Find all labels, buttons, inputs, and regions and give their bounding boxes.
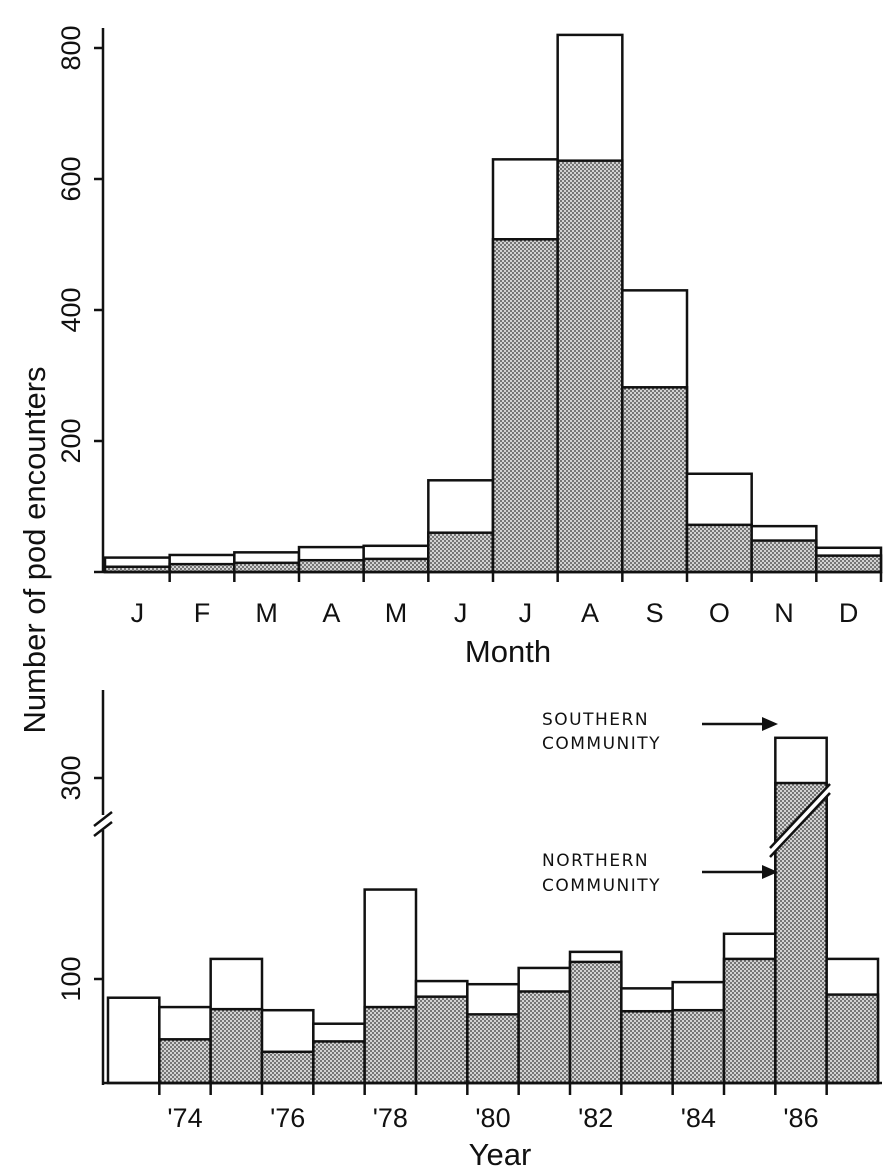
month-label: S bbox=[646, 598, 664, 628]
month-label: J bbox=[519, 598, 533, 628]
month-label: J bbox=[454, 598, 468, 628]
monthly-y-tick-label: 800 bbox=[56, 25, 86, 70]
monthly-y-tick-label: 200 bbox=[56, 418, 86, 463]
yearly-y-tick-label: 300 bbox=[56, 755, 86, 800]
northern-bar bbox=[427, 531, 495, 574]
monthly-chart: 200 400 600 800 J F M A M J J A S O N D Month bbox=[56, 25, 883, 669]
month-label: M bbox=[255, 598, 278, 628]
yearly-x-ticks: '74 '76 '78 '80 '82 '84 '86 bbox=[158, 1083, 828, 1133]
northern-bar bbox=[722, 957, 777, 1085]
southern-annotation-line-1: SOUTHERN bbox=[542, 710, 649, 730]
month-label: J bbox=[131, 598, 145, 628]
northern-bar bbox=[466, 1013, 520, 1085]
northern-bar bbox=[297, 558, 365, 574]
northern-bar bbox=[750, 539, 818, 574]
month-label: F bbox=[194, 598, 211, 628]
northern-bar bbox=[491, 238, 559, 574]
yearly-axis-break bbox=[93, 811, 113, 837]
year-label: '84 bbox=[681, 1103, 716, 1133]
northern-bar bbox=[568, 960, 623, 1085]
northern-bar bbox=[774, 781, 828, 1085]
northern-bar bbox=[825, 993, 880, 1085]
northern-bar bbox=[233, 561, 301, 574]
month-label: O bbox=[709, 598, 730, 628]
northern-bar bbox=[209, 1007, 264, 1085]
yearly-y-ticks: 100 300 bbox=[56, 755, 103, 1002]
monthly-y-tick-label: 400 bbox=[56, 287, 86, 332]
year-label: '86 bbox=[783, 1103, 818, 1133]
yearly-y-tick-label: 100 bbox=[56, 956, 86, 1001]
southern-arrowhead bbox=[762, 717, 778, 731]
northern-bar bbox=[621, 386, 689, 574]
northern-community-annotation: NORTHERN COMMUNITY bbox=[542, 851, 778, 896]
month-label: A bbox=[322, 598, 340, 628]
year-label: '74 bbox=[167, 1103, 202, 1133]
northern-bar bbox=[260, 1050, 315, 1085]
month-label: N bbox=[774, 598, 794, 628]
southern-bar bbox=[106, 996, 161, 1085]
northern-annotation-line-1: NORTHERN bbox=[542, 851, 649, 871]
northern-bar bbox=[671, 1008, 726, 1085]
northern-bar bbox=[158, 1038, 212, 1085]
monthly-bars bbox=[103, 33, 883, 574]
northern-annotation-line-2: COMMUNITY bbox=[542, 876, 661, 896]
year-label: '82 bbox=[578, 1103, 613, 1133]
northern-bar bbox=[363, 1005, 418, 1085]
northern-bar bbox=[414, 995, 469, 1085]
northern-bar bbox=[517, 990, 572, 1085]
year-label: '80 bbox=[475, 1103, 510, 1133]
monthly-y-tick-label: 600 bbox=[56, 156, 86, 201]
monthly-y-ticks: 200 400 600 800 bbox=[56, 25, 103, 574]
southern-community-annotation: SOUTHERN COMMUNITY bbox=[542, 710, 778, 754]
yearly-chart: 100 300 '74 '76 '78 '80 '82 '84 '86 Year SOUTHE… bbox=[56, 690, 882, 1172]
year-label: '78 bbox=[373, 1103, 408, 1133]
yearly-bars bbox=[106, 736, 880, 1085]
yearly-xlabel: Year bbox=[469, 1137, 532, 1172]
monthly-xlabel: Month bbox=[465, 634, 551, 669]
southern-annotation-line-2: COMMUNITY bbox=[542, 734, 661, 754]
northern-bar bbox=[620, 1009, 674, 1085]
northern-arrowhead bbox=[762, 865, 778, 879]
shared-ylabel: Number of pod encounters bbox=[17, 366, 52, 733]
month-label: D bbox=[839, 598, 859, 628]
northern-bar bbox=[815, 554, 883, 574]
month-label: M bbox=[385, 598, 408, 628]
northern-bar bbox=[362, 557, 430, 574]
yearly-bar-break bbox=[767, 783, 833, 858]
month-label: A bbox=[581, 598, 599, 628]
northern-bar bbox=[312, 1040, 366, 1085]
northern-bar bbox=[556, 159, 624, 574]
year-label: '76 bbox=[270, 1103, 305, 1133]
northern-bar bbox=[685, 523, 753, 574]
